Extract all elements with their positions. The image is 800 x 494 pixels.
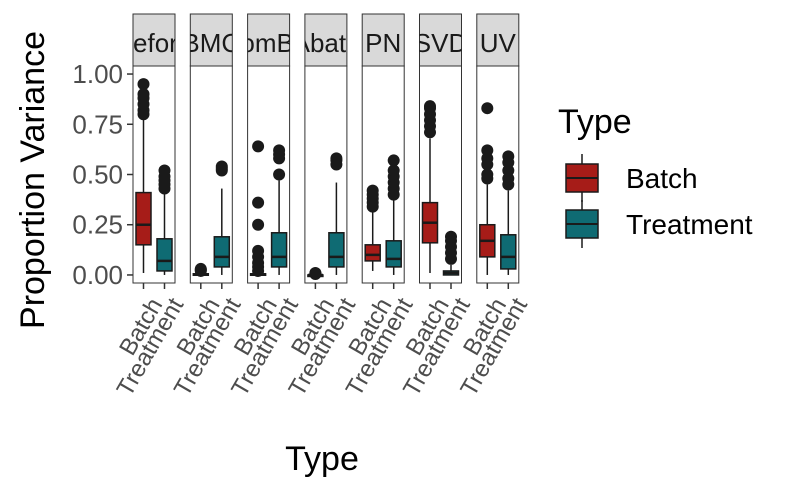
facet-strip-label: SVD	[414, 28, 467, 58]
y-tick-label: 0.75	[72, 109, 123, 139]
outlier-point	[252, 244, 265, 257]
outlier-point	[481, 168, 494, 181]
outlier-point	[194, 262, 207, 275]
outlier-point	[502, 150, 515, 163]
legend-title: Type	[558, 103, 632, 141]
outlier-point	[273, 144, 286, 157]
legend: Type Batch Treatment	[558, 103, 753, 248]
facet-strip	[419, 13, 462, 67]
y-tick-label: 0.25	[72, 210, 123, 240]
box-batch	[421, 100, 439, 273]
legend-key-treatment	[565, 200, 599, 248]
outlier-point	[137, 78, 150, 91]
box-batch	[479, 102, 496, 275]
y-tick-label: 0.50	[72, 160, 123, 190]
box	[270, 232, 288, 268]
box	[135, 191, 152, 246]
facet-strip	[304, 13, 348, 67]
outlier-point	[481, 144, 494, 157]
box-treatment	[270, 144, 288, 275]
facet-strip	[476, 13, 520, 67]
outlier-point	[387, 154, 400, 167]
y-axis-title: Proportion Variance	[14, 31, 52, 329]
box-treatment	[213, 160, 231, 275]
facet-strip	[361, 13, 405, 67]
box-treatment	[500, 150, 517, 275]
box-treatment	[156, 164, 173, 275]
box-batch	[364, 184, 381, 271]
legend-key-batch	[565, 154, 599, 202]
outlier-point	[330, 152, 343, 165]
box-treatment	[385, 154, 402, 275]
box	[328, 232, 345, 268]
box-treatment	[328, 152, 345, 275]
y-tick-label: 0.00	[72, 260, 123, 290]
outlier-point	[387, 164, 400, 177]
outlier-point	[481, 102, 494, 115]
outlier-point	[252, 140, 265, 153]
facet-panels: BeforeBatchTreatmentBMCBatchTreatmentCom…	[112, 13, 533, 401]
outlier-point	[273, 168, 286, 181]
outlier-point	[158, 164, 171, 177]
box	[156, 238, 173, 272]
facet-strip-label: Before	[116, 28, 193, 58]
box-batch	[307, 266, 324, 280]
box	[385, 240, 402, 268]
legend-label: Treatment	[626, 209, 753, 240]
outlier-point	[309, 266, 322, 279]
facet-strip	[132, 13, 176, 67]
facet-strip-label: BMC	[182, 28, 240, 58]
outlier-point	[424, 100, 436, 113]
outlier-point	[215, 160, 228, 173]
outlier-point	[137, 88, 150, 101]
facet-strip-label: FAbatch	[278, 28, 373, 58]
box-batch	[249, 140, 267, 277]
facet-strip-label: UV	[480, 28, 517, 58]
outlier-point	[252, 218, 265, 231]
box-batch	[192, 262, 210, 277]
facet-strip-label: PN	[365, 28, 401, 58]
box	[213, 236, 231, 268]
legend-label: Batch	[626, 163, 698, 194]
box	[500, 234, 517, 270]
outlier-point	[445, 230, 457, 243]
box-batch	[135, 78, 152, 273]
outlier-point	[252, 196, 265, 209]
outlier-point	[366, 184, 379, 197]
facet-strip-label: ComBat	[222, 28, 317, 58]
y-tick-label: 1.00	[72, 59, 123, 89]
box-treatment	[442, 230, 460, 276]
y-axis: 0.00 0.25 0.50 0.75 1.00	[72, 59, 134, 290]
box	[364, 244, 381, 262]
x-axis-title: Type	[285, 440, 359, 478]
facet-strip	[247, 13, 291, 67]
